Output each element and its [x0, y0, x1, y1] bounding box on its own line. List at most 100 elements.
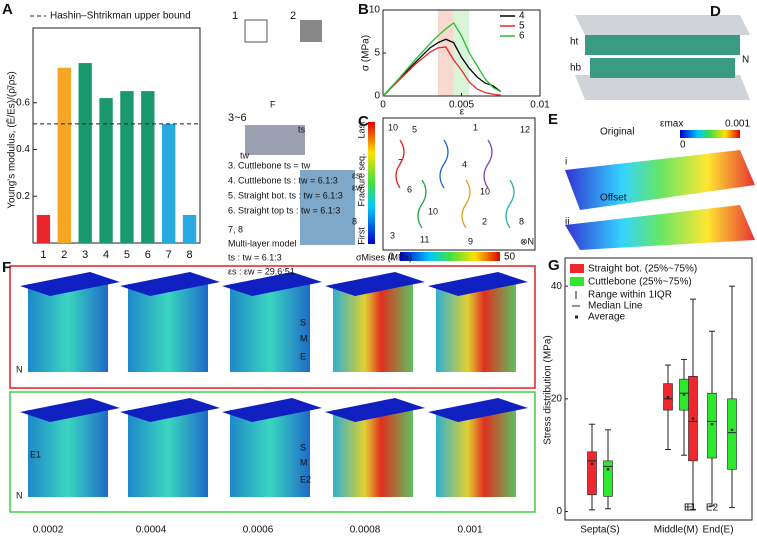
mean — [606, 468, 610, 471]
label: E — [548, 111, 558, 128]
stress-colorbar — [400, 252, 500, 261]
mean — [691, 417, 695, 420]
label: 50 — [504, 252, 516, 263]
surface — [565, 150, 755, 210]
label: 4 — [103, 249, 109, 261]
label: 0 — [374, 91, 380, 102]
label: 12 — [520, 124, 530, 134]
render — [28, 410, 108, 497]
bar — [182, 214, 197, 243]
label: Original — [600, 127, 634, 138]
label: 6. Straight top ts : tw = 6.1:3 — [228, 205, 340, 215]
label: 5 — [519, 21, 525, 32]
surface — [565, 205, 755, 250]
label: 1 — [473, 122, 478, 132]
legend-mark — [575, 315, 578, 319]
label: 5 — [412, 124, 417, 134]
unit-cell — [244, 19, 268, 43]
label: 1 — [232, 10, 238, 22]
label: Multi-layer model — [228, 238, 297, 248]
label: 0.005 — [449, 100, 474, 111]
label: Hashin–Shtrikman upper bound — [50, 11, 191, 22]
label: Stress distribution (MPa) — [543, 335, 554, 444]
label: Cuttlebone (25%~75%) — [588, 277, 692, 288]
label: 9 — [468, 236, 473, 246]
band — [453, 10, 470, 96]
label: E1 — [30, 449, 41, 459]
label: 0.001 — [725, 119, 750, 130]
label: 2 — [482, 216, 487, 226]
label: 0.2 — [16, 191, 30, 202]
top-plate — [20, 272, 120, 296]
label: 0 — [556, 506, 562, 517]
plate — [575, 75, 750, 100]
label: Median Line — [588, 301, 643, 312]
label: S — [300, 317, 306, 327]
label: i — [565, 157, 567, 168]
mean — [666, 395, 670, 399]
sequence-colorbar — [368, 122, 375, 244]
layout — [9, 15, 755, 513]
label: 0 — [388, 252, 394, 263]
label: 3 — [82, 249, 88, 261]
label: Fracture seq. — [356, 153, 366, 206]
label: 7 — [166, 249, 172, 261]
crack — [417, 179, 427, 229]
mean — [730, 428, 734, 432]
label: 6 — [519, 31, 525, 42]
crack — [439, 139, 449, 189]
render — [436, 284, 516, 372]
label: Range within 1IQR — [588, 290, 672, 301]
render-columns — [20, 272, 528, 497]
label: 6 — [145, 249, 151, 261]
render — [128, 410, 208, 497]
label: E2 — [706, 503, 719, 514]
legend-swatch — [570, 264, 584, 273]
label: D — [710, 3, 721, 20]
line — [382, 21, 502, 97]
bar — [99, 98, 113, 243]
render — [333, 284, 413, 372]
label: 3. Cuttlebone ts = tw — [228, 160, 311, 170]
top-plate — [325, 272, 425, 296]
label: 8 — [187, 249, 193, 261]
line — [382, 38, 502, 97]
label: 4. Cuttlebone ts : tw = 6.1:3 — [228, 175, 338, 185]
render — [230, 284, 310, 372]
top-plate — [325, 398, 425, 422]
walls — [585, 35, 740, 55]
label: σ (MPa) — [361, 35, 372, 71]
label: Straight bot. (25%~75%) — [588, 264, 697, 275]
label: A — [2, 1, 13, 18]
label: 5 — [124, 249, 130, 261]
bar — [141, 91, 155, 243]
label: ts — [298, 124, 306, 134]
box — [587, 451, 597, 495]
box — [603, 460, 613, 497]
label: 0.01 — [530, 100, 550, 111]
label: B — [358, 1, 369, 18]
walls — [590, 58, 735, 78]
label: 5. Straight bot. ts : tw = 6.1:3 — [228, 190, 343, 200]
bar — [78, 63, 92, 243]
axes — [564, 257, 753, 521]
crack — [505, 179, 515, 229]
label: ε — [460, 107, 465, 118]
label: E — [687, 503, 694, 514]
label: ts : tw = 6.1:3 — [228, 252, 282, 262]
label: εmax — [660, 119, 683, 130]
label: 10 — [480, 186, 490, 196]
label: 0.4 — [16, 144, 30, 155]
label: 0.0008 — [350, 525, 381, 536]
top-plate — [120, 272, 220, 296]
label: σMises (MPa) — [356, 252, 412, 262]
band — [437, 10, 454, 96]
label: 4 — [519, 11, 525, 22]
plate — [575, 15, 750, 35]
label: G — [548, 257, 560, 274]
panel-f-top — [9, 265, 536, 389]
panel-c-box — [382, 117, 536, 251]
label: 10 — [388, 122, 398, 132]
label: 6 — [407, 184, 412, 194]
